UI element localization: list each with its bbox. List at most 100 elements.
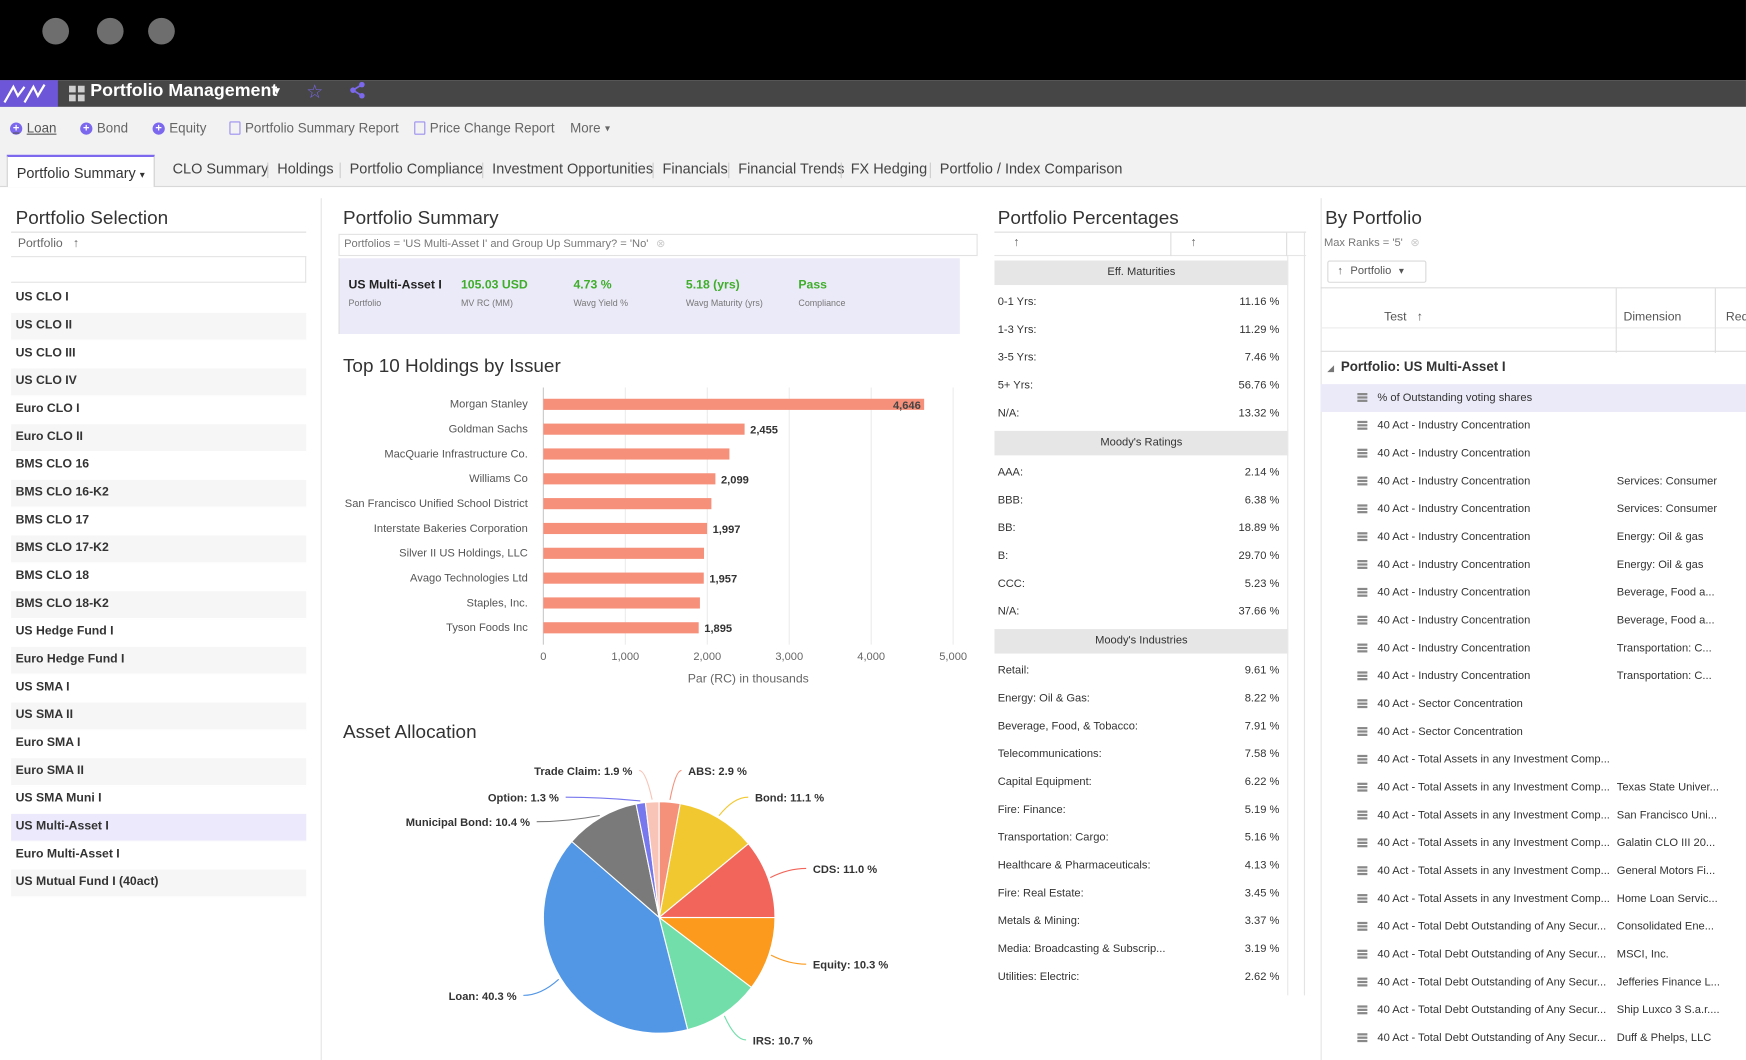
percentages-scrollbar[interactable] xyxy=(1287,256,1303,996)
drag-handle-icon[interactable] xyxy=(1357,587,1368,597)
compliance-test-row[interactable]: 40 Act - Total Assets in any Investment … xyxy=(1321,774,1746,802)
compliance-test-row[interactable]: 40 Act - Total Assets in any Investment … xyxy=(1321,746,1746,774)
drag-handle-icon[interactable] xyxy=(1357,1005,1368,1015)
drag-handle-icon[interactable] xyxy=(1357,476,1368,486)
tab-clo-summary[interactable]: CLO Summary xyxy=(172,160,269,178)
window-minimize-button[interactable] xyxy=(96,17,124,45)
req-column-header[interactable]: Req xyxy=(1725,310,1746,324)
portfolio-list-item[interactable]: Euro Hedge Fund I xyxy=(11,646,307,675)
portfolio-list-item[interactable]: BMS CLO 17 xyxy=(11,508,307,536)
dimension-column-header[interactable]: Dimension xyxy=(1623,310,1682,324)
portfolio-list-item[interactable]: BMS CLO 18 xyxy=(11,563,307,592)
share-icon[interactable] xyxy=(349,81,367,104)
portfolio-list-item[interactable]: Euro SMA II xyxy=(11,758,307,787)
sort-arrow-icon[interactable]: ↑ xyxy=(1013,236,1020,250)
brand-logo[interactable] xyxy=(0,80,58,107)
portfolio-list-item[interactable]: Euro CLO II xyxy=(11,424,307,453)
portfolio-list-item[interactable]: US CLO III xyxy=(11,341,307,369)
drag-handle-icon[interactable] xyxy=(1357,866,1368,876)
star-icon[interactable]: ☆ xyxy=(306,81,324,103)
compliance-test-row[interactable]: 40 Act - Industry Concentration xyxy=(1321,412,1746,440)
compliance-test-row[interactable]: 40 Act - Total Debt Outstanding of Any S… xyxy=(1321,969,1746,997)
app-title[interactable]: Portfolio Management xyxy=(90,81,278,101)
portfolio-list-item[interactable]: BMS CLO 17-K2 xyxy=(11,535,307,564)
clear-filter-icon[interactable]: ⊗ xyxy=(655,238,666,251)
portfolio-list-item[interactable]: BMS CLO 16 xyxy=(11,452,307,480)
portfolio-list-item[interactable]: BMS CLO 16-K2 xyxy=(11,479,307,508)
compliance-test-row[interactable]: 40 Act - Total Assets in any Investment … xyxy=(1321,857,1746,885)
drag-handle-icon[interactable] xyxy=(1357,420,1368,430)
compliance-test-row[interactable]: 40 Act - Industry Concentration Services:… xyxy=(1321,495,1746,523)
compliance-test-row[interactable]: % of Outstanding voting shares xyxy=(1320,384,1746,412)
drag-handle-icon[interactable] xyxy=(1357,448,1368,458)
drag-handle-icon[interactable] xyxy=(1357,643,1368,653)
compliance-test-row[interactable]: 40 Act - Sector Concentration xyxy=(1321,690,1746,718)
sort-arrow-icon[interactable]: ↑ xyxy=(1190,236,1197,250)
price-change-report-button[interactable]: Price Change Report xyxy=(414,120,555,136)
drag-handle-icon[interactable] xyxy=(1357,393,1368,402)
add-bond-button[interactable]: + Bond xyxy=(80,120,128,136)
test-column-header[interactable]: Test ↑ xyxy=(1384,310,1423,324)
drag-handle-icon[interactable] xyxy=(1357,949,1368,959)
compliance-test-row[interactable]: 40 Act - Total Debt Outstanding of Any S… xyxy=(1321,1024,1746,1052)
drag-handle-icon[interactable] xyxy=(1357,894,1368,903)
compliance-test-row[interactable]: 40 Act - Total Debt Outstanding of Any S… xyxy=(1321,996,1746,1024)
compliance-test-row[interactable]: 40 Act - Total Debt Outstanding of Any S… xyxy=(1321,913,1746,941)
compliance-test-row[interactable]: 40 Act - Industry Concentration Transport… xyxy=(1321,635,1746,663)
portfolio-filter-input[interactable] xyxy=(11,256,307,283)
portfolio-column-header[interactable]: Portfolio ↑ xyxy=(11,231,307,256)
compliance-test-row[interactable]: 40 Act - Sector Concentration xyxy=(1321,718,1746,746)
drag-handle-icon[interactable] xyxy=(1357,699,1368,709)
add-loan-button[interactable]: + Loan xyxy=(10,120,56,136)
portfolio-list-item[interactable]: US SMA I xyxy=(11,675,307,703)
clear-filter-icon[interactable]: ⊗ xyxy=(1410,237,1420,250)
portfolio-list-item[interactable]: Euro CLO I xyxy=(11,396,307,425)
drag-handle-icon[interactable] xyxy=(1357,810,1368,820)
tab-financials[interactable]: Financials xyxy=(662,160,728,178)
portfolio-list-item[interactable]: BMS CLO 18-K2 xyxy=(11,591,307,620)
tab-portfolio-summary[interactable]: Portfolio Summary ▾ xyxy=(6,154,155,188)
portfolio-list-item[interactable]: Euro SMA I xyxy=(11,730,307,759)
add-equity-button[interactable]: + Equity xyxy=(152,120,206,136)
drag-handle-icon[interactable] xyxy=(1357,727,1368,736)
collapse-triangle-icon[interactable]: ◢ xyxy=(1327,362,1335,373)
window-maximize-button[interactable] xyxy=(148,17,175,45)
portfolio-list-item[interactable]: US SMA Muni I xyxy=(11,786,307,814)
compliance-test-row[interactable]: 40 Act - Total Debt Outstanding of Any S… xyxy=(1321,941,1746,969)
drag-handle-icon[interactable] xyxy=(1357,782,1368,792)
compliance-test-row[interactable]: 40 Act - Industry Concentration Beverage,… xyxy=(1321,607,1746,635)
drag-handle-icon[interactable] xyxy=(1357,921,1368,931)
compliance-test-row[interactable]: 40 Act - Industry Concentration Transport… xyxy=(1321,662,1746,690)
portfolio-list-item[interactable]: US CLO IV xyxy=(11,368,307,397)
portfolio-list-item[interactable]: US Multi-Asset I xyxy=(11,813,307,842)
window-close-button[interactable] xyxy=(42,17,70,45)
compliance-test-row[interactable]: 40 Act - Industry Concentration Beverage,… xyxy=(1321,579,1746,607)
portfolio-list-item[interactable]: US SMA II xyxy=(11,702,307,731)
portfolio-list-item[interactable]: US Hedge Fund I xyxy=(11,619,307,647)
compliance-test-row[interactable]: 40 Act - Industry Concentration Services:… xyxy=(1321,468,1746,496)
portfolio-group-row[interactable]: ◢ Portfolio: US Multi-Asset I xyxy=(1327,358,1506,375)
compliance-test-row[interactable]: 40 Act - Industry Concentration Energy: O… xyxy=(1321,551,1746,579)
drag-handle-icon[interactable] xyxy=(1357,754,1368,764)
drag-handle-icon[interactable] xyxy=(1357,671,1368,681)
drag-handle-icon[interactable] xyxy=(1357,1033,1368,1043)
compliance-test-row[interactable]: 40 Act - Total Assets in any Investment … xyxy=(1321,829,1746,857)
drag-handle-icon[interactable] xyxy=(1357,977,1368,987)
compliance-test-row[interactable]: 40 Act - Industry Concentration xyxy=(1321,440,1746,468)
drag-handle-icon[interactable] xyxy=(1357,560,1368,569)
compliance-test-row[interactable]: 40 Act - Total Assets in any Investment … xyxy=(1321,885,1746,913)
tab-portfolio-compliance[interactable]: Portfolio Compliance xyxy=(349,160,484,178)
portfolio-list-item[interactable]: US Mutual Fund I (40act) xyxy=(11,869,307,898)
drag-handle-icon[interactable] xyxy=(1357,532,1368,542)
portfolio-list-item[interactable]: US CLO I xyxy=(11,285,307,313)
sort-arrow-icon[interactable]: ↑ xyxy=(72,237,79,251)
drag-handle-icon[interactable] xyxy=(1357,838,1368,848)
portfolio-list-item[interactable]: Euro Multi-Asset I xyxy=(11,842,307,870)
sort-arrow-icon[interactable]: ↑ xyxy=(1416,310,1423,324)
tab-investment-opportunities[interactable]: Investment Opportunities xyxy=(492,160,654,178)
compliance-test-row[interactable]: 40 Act - Industry Concentration Energy: O… xyxy=(1321,523,1746,551)
tab-financial-trends[interactable]: Financial Trends xyxy=(738,160,845,178)
drag-handle-icon[interactable] xyxy=(1357,504,1368,514)
tab-portfolio-index-comparison[interactable]: Portfolio / Index Comparison xyxy=(939,160,1123,178)
app-grid-icon[interactable] xyxy=(69,85,85,102)
